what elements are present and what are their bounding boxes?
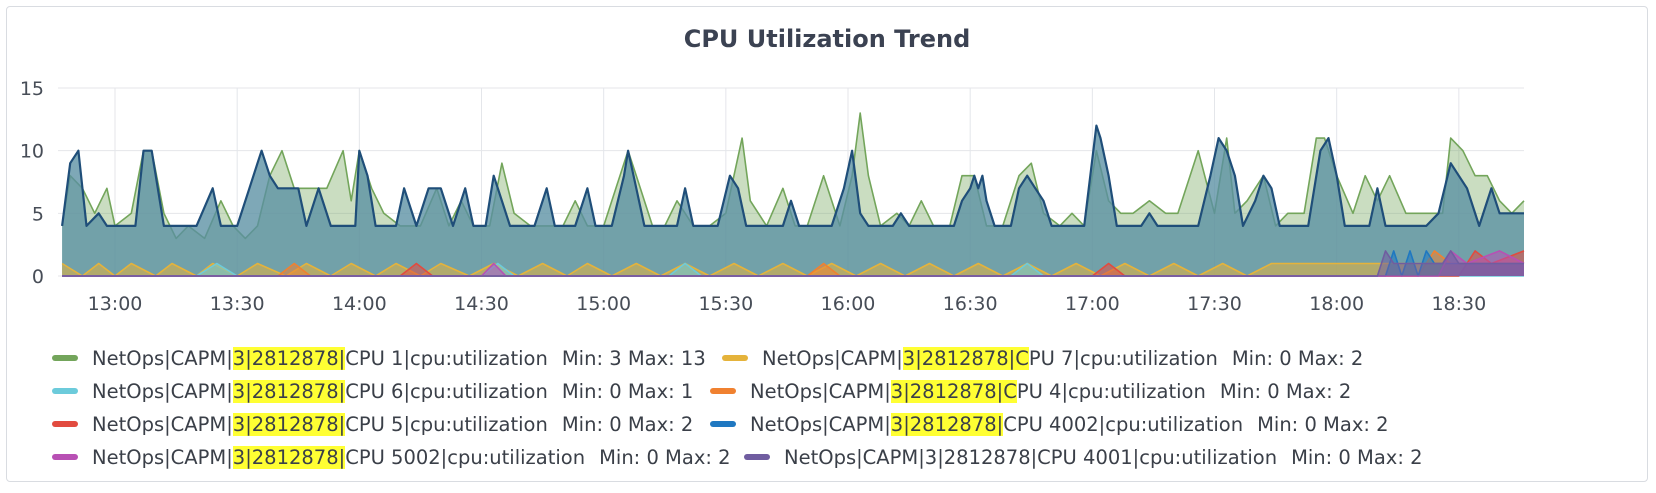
series-8-area (62, 125, 1525, 276)
legend-label-highlight: 3|2812878| (232, 412, 346, 436)
legend-label-part: CPU 1|cpu:utilization (345, 346, 548, 370)
legend-item-cpu5002[interactable]: NetOps|CAPM| 3|2812878| CPU 5002|cpu:utili… (52, 441, 731, 473)
series-8-line (61, 124, 1524, 227)
y-tick-label: 5 (32, 203, 44, 225)
x-tick-label: 18:00 (1309, 293, 1364, 315)
legend-label-highlight: 3|2812878| (232, 346, 346, 370)
legend-label-part: NetOps|CAPM| (92, 412, 233, 436)
series-3-line (62, 250, 1524, 277)
legend-label-part: CPU 5|cpu:utilization (345, 412, 548, 436)
legend-item-cpu6[interactable]: NetOps|CAPM| 3|2812878| CPU 6|cpu:utilizat… (52, 375, 693, 407)
x-tick-label: 17:30 (1187, 293, 1242, 315)
chart-plot: 0 5 10 15 13:00 13:30 14:00 14:30 15:00 15:30 16:0… (20, 78, 1525, 315)
legend-label-part: NetOps|CAPM| (750, 379, 891, 403)
legend-stats: Min: 0 Max: 2 (1231, 346, 1364, 370)
legend-swatch-cpu4 (710, 388, 736, 394)
legend-label-part: NetOps|CAPM| (92, 346, 233, 370)
legend-label-part: PU 4|cpu:utilization (1016, 379, 1206, 403)
legend-label-part: CPU 6|cpu:utilization (345, 379, 548, 403)
legend-label-highlight: 3|2812878| (890, 412, 1004, 436)
legend-item-cpu4[interactable]: NetOps|CAPM| 3|2812878|C PU 4|cpu:utilizat… (710, 375, 1351, 407)
x-tick-label: 16:30 (943, 293, 998, 315)
x-tick-label: 14:00 (332, 293, 387, 315)
legend-stats: Min: 0 Max: 2 (561, 412, 694, 436)
legend-stats: Min: 0 Max: 2 (599, 445, 731, 469)
chart-legend: NetOps|CAPM| 3|2812878| CPU 1|cpu:utilizat… (0, 340, 1656, 480)
legend-label-highlight: 3|2812878|C (902, 346, 1029, 370)
x-tick-label: 13:00 (88, 293, 143, 315)
legend-stats: Min: 3 Max: 13 (561, 346, 706, 370)
x-tick-label: 15:30 (698, 293, 753, 315)
x-tick-label: 13:30 (210, 293, 265, 315)
legend-label-part: NetOps|CAPM| (762, 346, 903, 370)
legend-label-part: NetOps|CAPM|3|2812878|CPU 4001|cpu:utili… (784, 445, 1278, 469)
legend-label-part: NetOps|CAPM| (92, 445, 233, 469)
legend-stats: Min: 0 Max: 2 (1257, 412, 1389, 436)
legend-swatch-cpu6 (52, 388, 78, 394)
legend-item-cpu5[interactable]: NetOps|CAPM| 3|2812878| CPU 5|cpu:utilizat… (52, 408, 693, 440)
legend-label-highlight: 3|2812878| (232, 445, 346, 469)
legend-item-cpu4002[interactable]: NetOps|CAPM| 3|2812878| CPU 4002|cpu:utili… (710, 408, 1389, 440)
legend-swatch-cpu5002 (52, 454, 78, 460)
series-4-line (62, 250, 1525, 277)
legend-item-cpu4001[interactable]: NetOps|CAPM|3|2812878|CPU 4001|cpu:utili… (744, 441, 1423, 473)
legend-label-part: NetOps|CAPM| (750, 412, 891, 436)
series-2-area (62, 263, 1525, 276)
y-tick-label: 0 (32, 266, 44, 288)
x-tick-label: 14:30 (454, 293, 509, 315)
legend-item-cpu1[interactable]: NetOps|CAPM| 3|2812878| CPU 1|cpu:utilizat… (52, 342, 706, 374)
legend-swatch-cpu4001 (744, 454, 770, 460)
x-tick-label: 18:30 (1431, 293, 1486, 315)
y-tick-label: 15 (20, 78, 44, 100)
legend-stats: Min: 0 Max: 1 (561, 379, 694, 403)
x-tick-label: 16:00 (821, 293, 876, 315)
x-tick-label: 17:00 (1065, 293, 1120, 315)
legend-stats: Min: 0 Max: 2 (1219, 379, 1352, 403)
legend-label-highlight: 3|2812878|C (890, 379, 1017, 403)
x-tick-label: 15:00 (576, 293, 631, 315)
legend-stats: Min: 0 Max: 2 (1291, 445, 1423, 469)
legend-swatch-cpu1 (52, 355, 78, 361)
legend-label-highlight: 3|2812878| (232, 379, 346, 403)
y-tick-label: 10 (20, 141, 44, 163)
legend-swatch-cpu5 (52, 421, 78, 427)
series-7-line (62, 250, 1524, 277)
legend-swatch-cpu7 (722, 355, 748, 361)
legend-label-part: CPU 4002|cpu:utilization (1003, 412, 1244, 436)
legend-label-part: CPU 5002|cpu:utilization (345, 445, 586, 469)
legend-item-cpu7[interactable]: NetOps|CAPM| 3|2812878|C PU 7|cpu:utilizat… (722, 342, 1363, 374)
chart-title: CPU Utilization Trend (683, 25, 971, 53)
legend-label-part: PU 7|cpu:utilization (1028, 346, 1218, 370)
legend-label-part: NetOps|CAPM| (92, 379, 233, 403)
legend-swatch-cpu4002 (710, 421, 736, 427)
